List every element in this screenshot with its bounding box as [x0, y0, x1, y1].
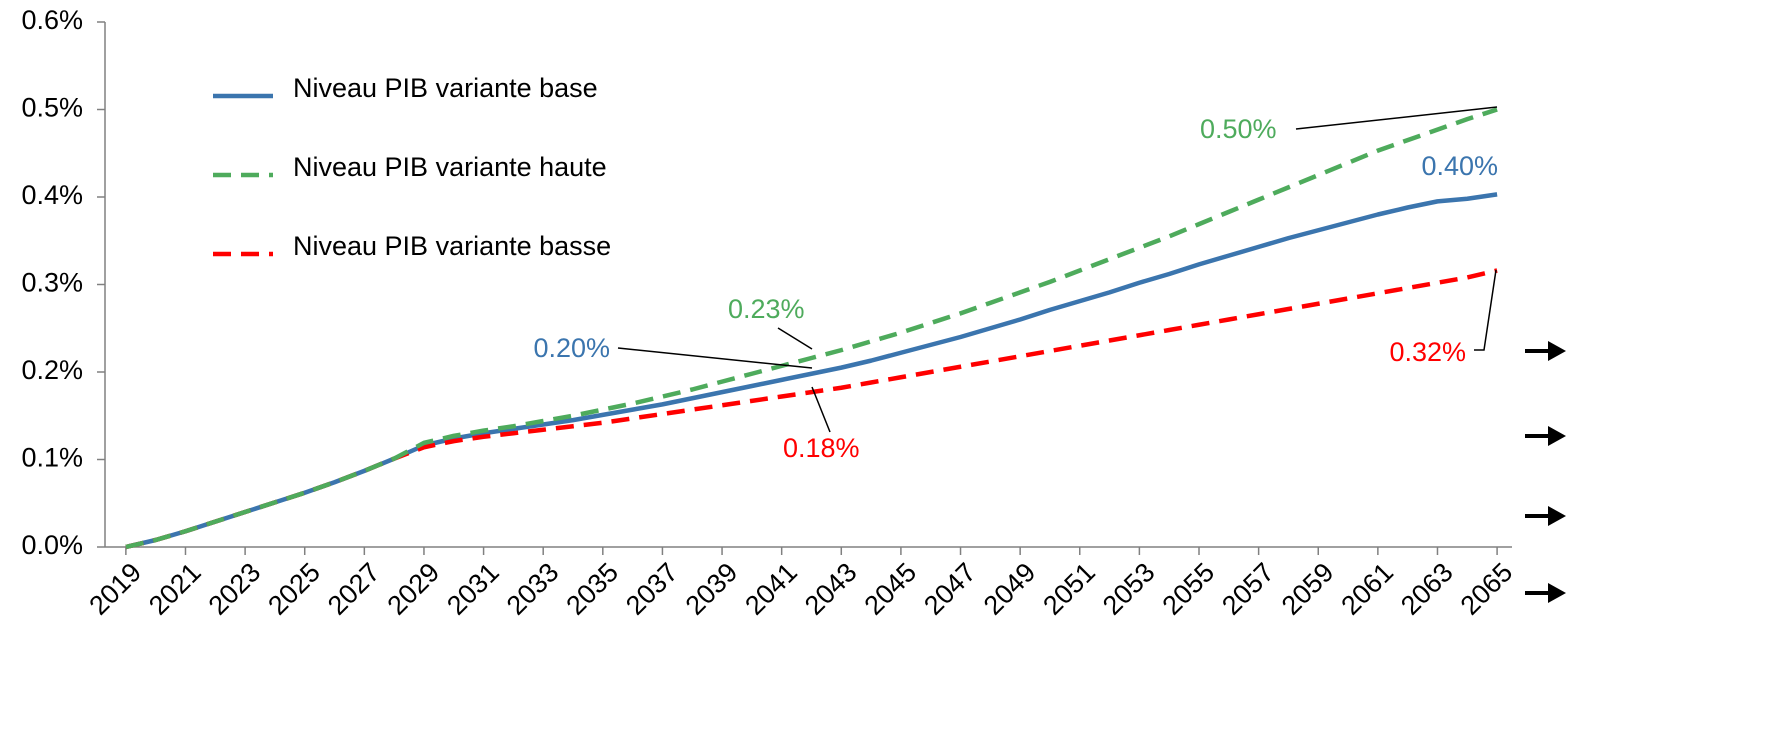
x-tick-label: 2019	[83, 557, 147, 621]
x-tick-label: 2043	[799, 557, 863, 621]
x-tick-label: 2049	[978, 557, 1042, 621]
x-tick-label: 2035	[560, 557, 624, 621]
x-tick-label: 2029	[382, 557, 446, 621]
x-tick-label: 2039	[680, 557, 744, 621]
y-tick-label: 0.0%	[21, 530, 83, 560]
annotation: 0.18%	[783, 433, 860, 463]
decor-arrows	[1525, 341, 1566, 603]
leader-line	[777, 327, 813, 350]
x-tick-label: 2053	[1097, 557, 1161, 621]
leader-line	[811, 386, 831, 433]
x-tick-label: 2057	[1216, 557, 1280, 621]
y-tick-label: 0.3%	[21, 268, 83, 298]
leader-line	[1474, 269, 1497, 351]
x-tick-label: 2051	[1037, 557, 1101, 621]
x-tick-label: 2031	[441, 557, 505, 621]
leader-line	[617, 347, 813, 369]
x-tick-label: 2063	[1395, 557, 1459, 621]
y-tick-label: 0.1%	[21, 443, 83, 473]
x-tick-label: 2045	[858, 557, 922, 621]
y-tick-label: 0.4%	[21, 180, 83, 210]
x-tick-label: 2055	[1157, 557, 1221, 621]
x-tick-label: 2033	[501, 557, 565, 621]
annotation: 0.40%	[1421, 151, 1498, 181]
y-tick-label: 0.5%	[21, 93, 83, 123]
legend-label: Niveau PIB variante basse	[293, 231, 611, 261]
annotation: 0.23%	[728, 294, 805, 324]
leader-line	[1295, 106, 1498, 130]
x-tick-label: 2047	[918, 557, 982, 621]
y-tick-label: 0.6%	[21, 5, 83, 35]
x-tick-label: 2027	[322, 557, 386, 621]
x-tick-label: 2061	[1335, 557, 1399, 621]
x-tick-label: 2023	[203, 557, 267, 621]
y-tick-label: 0.2%	[21, 355, 83, 385]
series-line	[125, 107, 1498, 550]
x-tick-label: 2037	[620, 557, 684, 621]
annotation: 0.32%	[1389, 337, 1466, 367]
x-tick-label: 2065	[1455, 557, 1519, 621]
x-tick-label: 2021	[143, 557, 207, 621]
x-tick-label: 2059	[1276, 557, 1340, 621]
x-tick-label: 2041	[739, 557, 803, 621]
x-tick-label: 2025	[262, 557, 326, 621]
series-line	[125, 268, 1498, 550]
annotation: 0.20%	[533, 333, 610, 363]
legend-label: Niveau PIB variante haute	[293, 152, 607, 182]
annotation: 0.50%	[1200, 114, 1277, 144]
legend-label: Niveau PIB variante base	[293, 73, 598, 103]
